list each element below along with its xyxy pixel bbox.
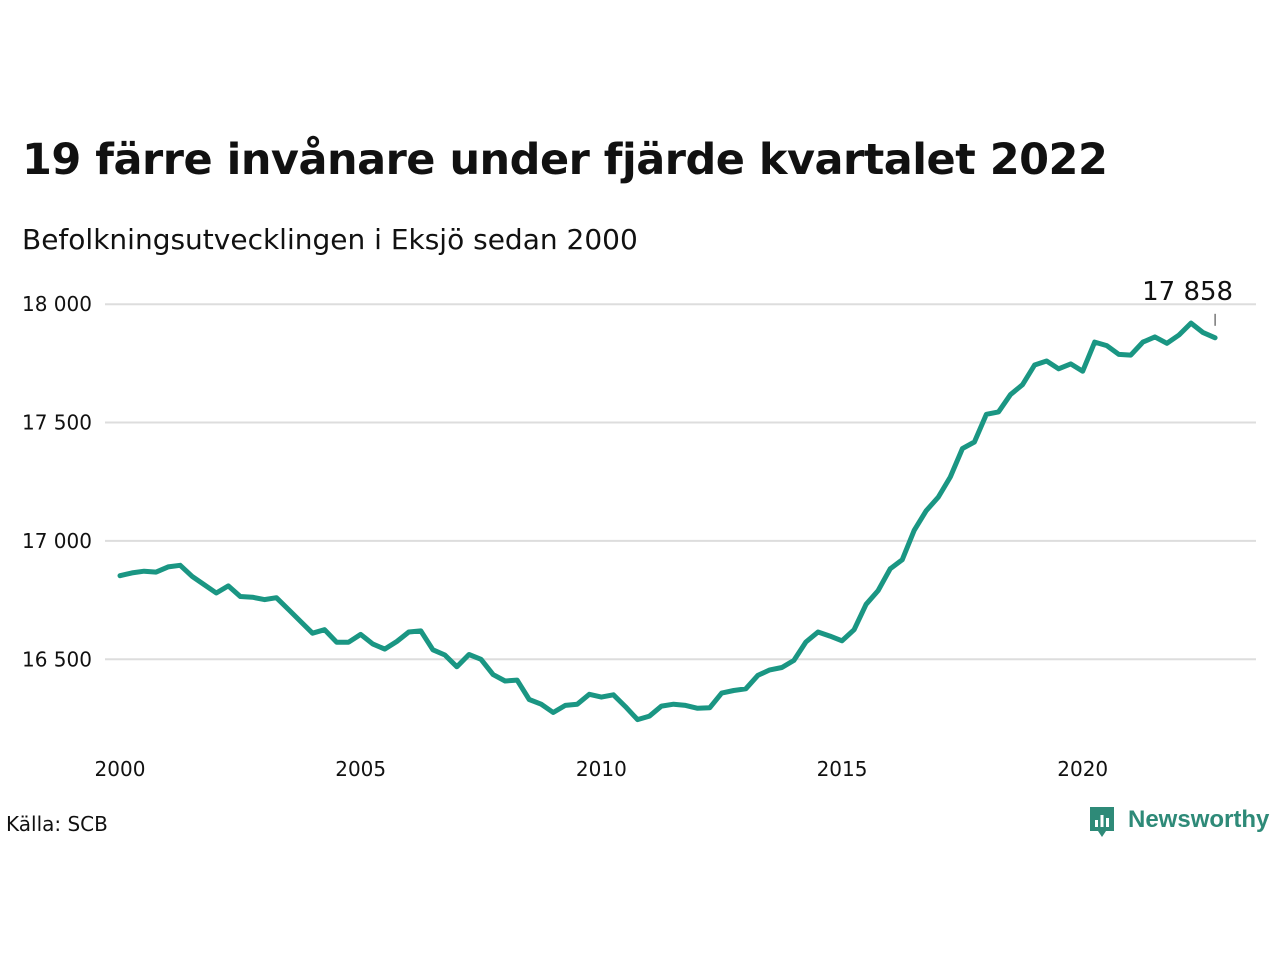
y-tick-label: 17 500: [22, 411, 92, 435]
source-note: Källa: SCB: [6, 812, 108, 836]
x-axis-tick-labels: 2000 2005 2010 2015 2020: [95, 757, 1109, 781]
y-tick-label: 16 500: [22, 647, 92, 671]
chart-subtitle: Befolkningsutvecklingen i Eksjö sedan 20…: [22, 223, 638, 256]
x-tick-label: 2000: [95, 757, 146, 781]
y-axis-tick-labels: 16 500 17 000 17 500 18 000: [22, 292, 92, 671]
x-tick-label: 2020: [1057, 757, 1108, 781]
chart-title: 19 färre invånare under fjärde kvartalet…: [22, 135, 1108, 185]
x-tick-label: 2015: [817, 757, 868, 781]
x-tick-label: 2010: [576, 757, 627, 781]
gridlines: [105, 303, 1256, 661]
y-tick-label: 18 000: [22, 292, 92, 316]
series-line: [117, 320, 1218, 723]
brand-logo: Newsworthy: [1088, 803, 1274, 843]
end-value-label: 17 858: [1142, 277, 1233, 307]
newsworthy-logo-icon: [1090, 807, 1114, 837]
series-layer: [117, 320, 1218, 723]
x-tick-label: 2005: [335, 757, 386, 781]
y-tick-label: 17 000: [22, 529, 92, 553]
line-chart: 16 500 17 000 17 500 18 000 2000 2005 2010 201…: [22, 277, 1256, 781]
end-label-layer: 17 858: [1142, 277, 1233, 326]
brand-name: Newsworthy: [1128, 806, 1270, 833]
